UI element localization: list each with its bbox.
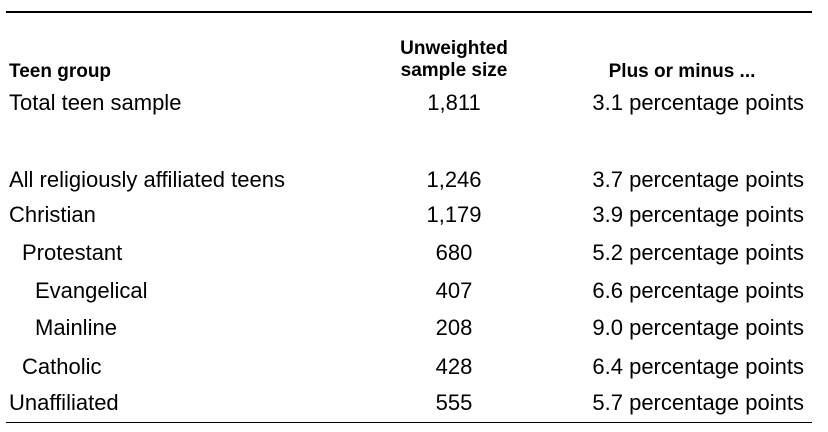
row-margin-of-error: 9.0 percentage points: [592, 315, 804, 340]
row-sample-size: 1,179: [426, 202, 482, 227]
table-row: Unaffiliated 555 5.7 percentage points: [0, 388, 828, 418]
row-sample-size: 1,246: [426, 167, 482, 192]
row-group-label: Unaffiliated: [9, 390, 119, 415]
row-group-label: Christian: [9, 202, 96, 227]
table-row: Evangelical 407 6.6 percentage points: [0, 276, 828, 306]
top-rule: [6, 11, 812, 13]
table-row: Total teen sample 1,811 3.1 percentage p…: [0, 88, 828, 118]
row-sample-size: 407: [435, 278, 473, 303]
header-plus-or-minus: Plus or minus ...: [608, 61, 756, 82]
table-row: Christian 1,179 3.9 percentage points: [0, 200, 828, 230]
row-sample-size: 555: [435, 390, 473, 415]
row-group-label: Evangelical: [35, 278, 148, 303]
row-margin-of-error: 5.7 percentage points: [592, 390, 804, 415]
header-sample-size: Unweighted sample size: [354, 38, 554, 82]
row-group-label: Protestant: [22, 240, 123, 265]
row-sample-size: 428: [435, 354, 473, 379]
header-teen-group: Teen group: [9, 61, 112, 82]
table-row: Mainline 208 9.0 percentage points: [0, 313, 828, 343]
row-margin-of-error: 3.7 percentage points: [592, 167, 804, 192]
row-sample-size: 208: [435, 315, 473, 340]
row-sample-size: 680: [435, 240, 473, 265]
row-group-label: All religiously affiliated teens: [9, 167, 285, 192]
table-row: Protestant 680 5.2 percentage points: [0, 238, 828, 268]
header-sample-size-line1: Unweighted: [400, 38, 508, 59]
row-group-label: Total teen sample: [9, 90, 182, 115]
row-margin-of-error: 6.4 percentage points: [592, 354, 804, 379]
row-sample-size: 1,811: [427, 90, 481, 115]
table-row: Catholic 428 6.4 percentage points: [0, 352, 828, 382]
row-margin-of-error: 6.6 percentage points: [592, 278, 804, 303]
row-margin-of-error: 3.9 percentage points: [592, 202, 804, 227]
row-group-label: Mainline: [35, 315, 117, 340]
bottom-rule: [6, 422, 812, 423]
table-row: All religiously affiliated teens 1,246 3…: [0, 165, 828, 195]
row-margin-of-error: 5.2 percentage points: [592, 240, 804, 265]
row-group-label: Catholic: [22, 354, 102, 379]
header-sample-size-line2: sample size: [400, 60, 508, 81]
row-margin-of-error: 3.1 percentage points: [592, 90, 804, 115]
